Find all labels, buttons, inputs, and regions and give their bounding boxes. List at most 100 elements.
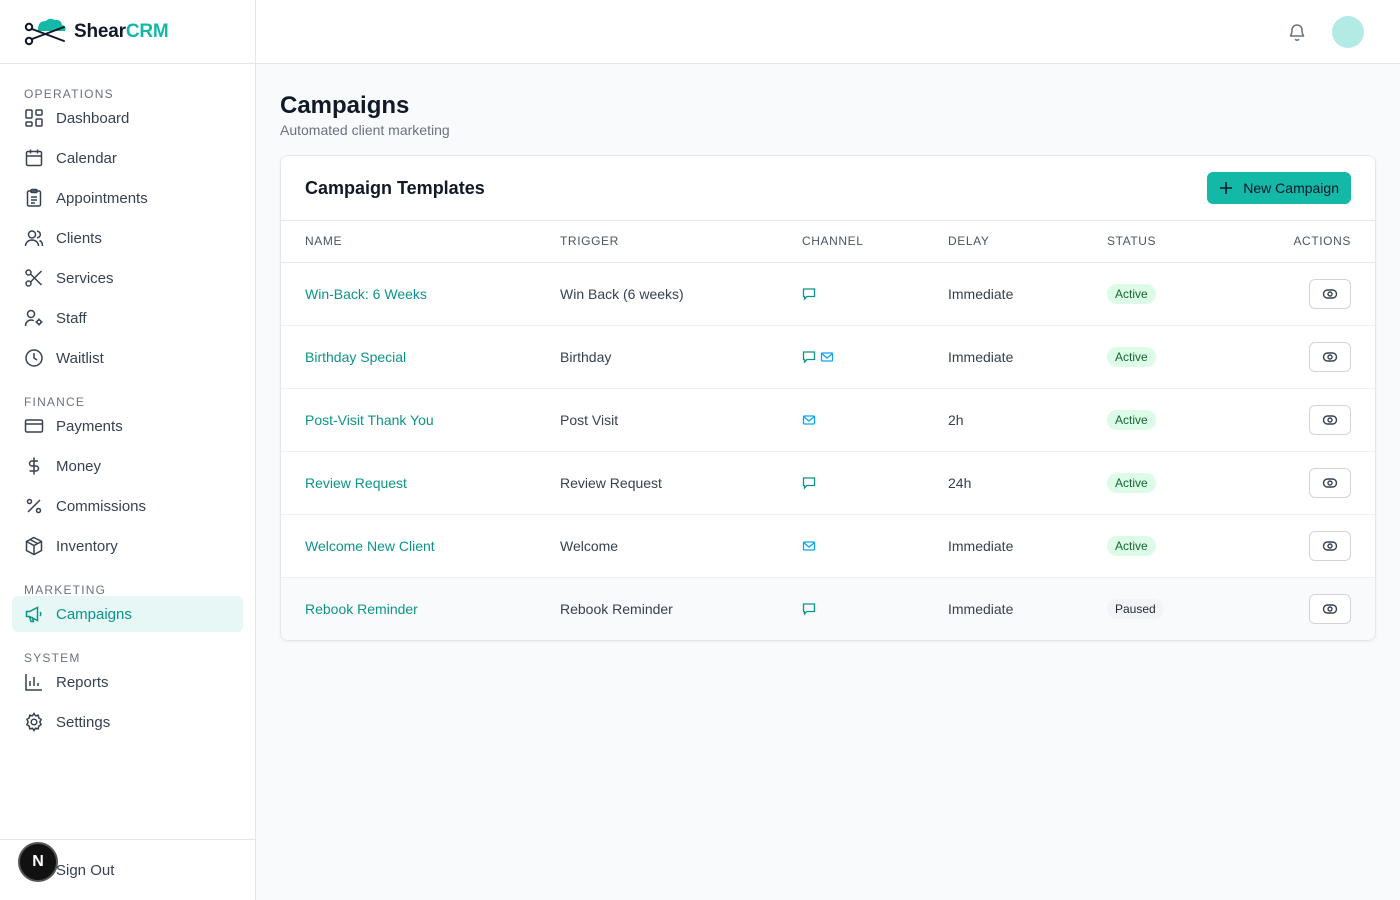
eye-toggle-icon	[1322, 477, 1338, 488]
cell-channel	[802, 451, 948, 515]
col-header-status[interactable]: STATUS	[1107, 221, 1257, 263]
sidebar-item-waitlist[interactable]: Waitlist	[12, 340, 243, 376]
campaign-name-link[interactable]: Birthday Special	[305, 348, 407, 365]
table-row: Rebook Reminder Rebook Reminder Immediate P…	[281, 577, 1375, 640]
cell-status: Active	[1107, 388, 1257, 452]
brand-name-part2: CRM	[125, 20, 169, 42]
megaphone-icon	[25, 606, 42, 623]
sidebar-item-label: Clients	[56, 229, 102, 247]
cell-actions	[1257, 262, 1375, 326]
credit-card-icon	[24, 419, 44, 433]
main-content: Campaigns Automated client marketing Cam…	[280, 64, 1376, 641]
cell-status: Active	[1107, 514, 1257, 578]
sidebar-item-payments[interactable]: Payments	[12, 408, 243, 444]
percent-icon	[26, 498, 42, 514]
sidebar: ShearCRM OPERATIONS Dashboard Calendar A…	[0, 0, 256, 900]
cell-name: Post-Visit Thank You	[281, 388, 560, 452]
cell-delay: Immediate	[948, 577, 1107, 640]
toggle-campaign-button[interactable]	[1309, 467, 1351, 498]
cell-name: Birthday Special	[281, 325, 560, 389]
sidebar-item-label: Staff	[56, 309, 87, 327]
cell-channel	[802, 388, 948, 452]
channel-icons	[802, 350, 948, 364]
status-badge: Paused	[1107, 598, 1164, 619]
sidebar-item-clients[interactable]: Clients	[12, 220, 243, 256]
status-badge: Active	[1107, 409, 1156, 430]
campaign-name-link[interactable]: Post-Visit Thank You	[305, 411, 434, 428]
avatar[interactable]	[1332, 16, 1364, 48]
eye-toggle-icon	[1322, 604, 1338, 614]
eye-toggle-icon	[1322, 540, 1338, 551]
toggle-campaign-button[interactable]	[1309, 593, 1351, 624]
bell-icon[interactable]	[1287, 22, 1307, 42]
sidebar-item-label: Campaigns	[56, 605, 132, 623]
sidebar-item-commissions[interactable]: Commissions	[12, 488, 243, 524]
sidebar-item-campaigns[interactable]: Campaigns	[12, 596, 243, 632]
new-campaign-label: New Campaign	[1243, 180, 1339, 196]
col-header-trigger[interactable]: TRIGGER	[560, 221, 802, 263]
col-header-name[interactable]: NAME	[281, 221, 560, 263]
cell-actions	[1257, 325, 1375, 389]
cell-trigger: Review Request	[560, 451, 802, 515]
users-icon	[24, 230, 44, 247]
clock-icon	[25, 349, 43, 367]
cell-trigger: Post Visit	[560, 388, 802, 452]
sidebar-item-settings[interactable]: Settings	[12, 704, 243, 740]
scissors-icon	[25, 269, 43, 287]
cell-channel	[802, 577, 948, 640]
page-title: Campaigns	[280, 92, 410, 119]
sidebar-item-label: Settings	[56, 713, 111, 731]
col-header-delay[interactable]: DELAY	[948, 221, 1107, 263]
toggle-campaign-button[interactable]	[1309, 278, 1351, 309]
sidebar-item-label: Reports	[56, 673, 109, 691]
chat-bubble-icon	[802, 287, 816, 301]
cell-name: Review Request	[281, 451, 560, 515]
cell-status: Active	[1107, 451, 1257, 515]
sidebar-item-label: Dashboard	[56, 109, 130, 127]
cell-status: Active	[1107, 262, 1257, 326]
toggle-campaign-button[interactable]	[1309, 530, 1351, 561]
sign-out-label: Sign Out	[56, 861, 115, 879]
sidebar-item-calendar[interactable]: Calendar	[12, 140, 243, 176]
dev-tools-badge[interactable]: N	[18, 842, 58, 882]
cell-trigger: Birthday	[560, 325, 802, 389]
campaign-templates-card: Campaign Templates New Campaign NAME TRI…	[280, 155, 1376, 641]
chat-bubble-icon	[802, 603, 816, 616]
channel-icons	[802, 476, 948, 490]
channel-icons	[802, 602, 948, 616]
plus-icon	[1220, 182, 1233, 194]
cell-actions	[1257, 388, 1375, 452]
clipboard-icon	[26, 188, 42, 207]
campaign-name-link[interactable]: Win-Back: 6 Weeks	[305, 285, 427, 302]
cell-trigger: Win Back (6 weeks)	[560, 262, 802, 326]
campaigns-table: NAME TRIGGER CHANNEL DELAY STATUS ACTION…	[281, 221, 1375, 640]
sidebar-item-staff[interactable]: Staff	[12, 300, 243, 336]
new-campaign-button[interactable]: New Campaign	[1207, 172, 1351, 204]
mail-icon	[820, 351, 834, 362]
eye-toggle-icon	[1322, 351, 1338, 362]
campaign-name-link[interactable]: Rebook Reminder	[305, 600, 418, 617]
card-header: Campaign Templates New Campaign	[281, 156, 1375, 221]
toggle-campaign-button[interactable]	[1309, 341, 1351, 372]
sidebar-item-inventory[interactable]: Inventory	[12, 528, 243, 564]
toggle-campaign-button[interactable]	[1309, 404, 1351, 435]
sidebar-item-money[interactable]: Money	[12, 448, 243, 484]
campaign-name-link[interactable]: Review Request	[305, 474, 407, 491]
sidebar-item-reports[interactable]: Reports	[12, 664, 243, 700]
cell-actions	[1257, 577, 1375, 640]
col-header-channel[interactable]: CHANNEL	[802, 221, 948, 263]
brand[interactable]: ShearCRM	[0, 0, 255, 64]
table-header-row: NAME TRIGGER CHANNEL DELAY STATUS ACTION…	[281, 221, 1375, 263]
cell-delay: Immediate	[948, 325, 1107, 389]
campaign-name-link[interactable]: Welcome New Client	[305, 537, 435, 554]
cell-channel	[802, 514, 948, 578]
dashboard-icon	[25, 109, 43, 127]
sidebar-item-dashboard[interactable]: Dashboard	[12, 100, 243, 136]
channel-icons	[802, 413, 948, 427]
bar-chart-icon	[25, 674, 42, 691]
sidebar-item-appointments[interactable]: Appointments	[12, 180, 243, 216]
table-row: Post-Visit Thank You Post Visit 2h Active	[281, 388, 1375, 452]
eye-toggle-icon	[1322, 288, 1338, 299]
scissors-cloud-logo-icon	[24, 18, 66, 45]
sidebar-item-services[interactable]: Services	[12, 260, 243, 296]
